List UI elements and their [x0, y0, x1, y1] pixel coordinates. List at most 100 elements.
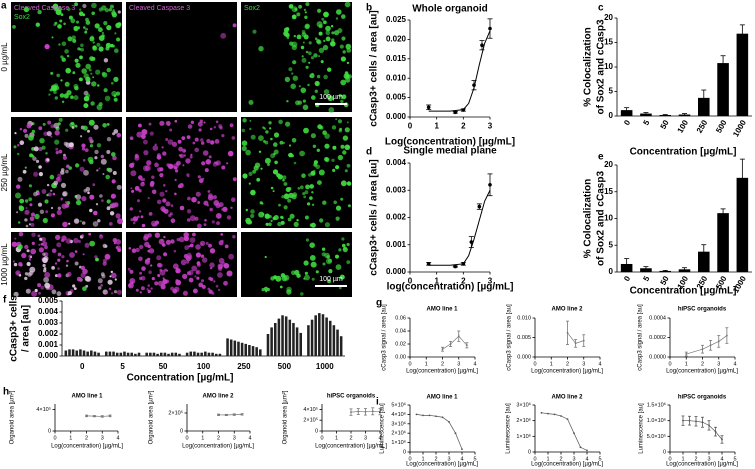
y-tick-label: 0.000 [386, 267, 407, 276]
chart-title: AMO line 1 [426, 307, 458, 313]
y-tick-label: 0.001 [386, 240, 407, 249]
cell [91, 11, 95, 16]
cell [303, 34, 309, 40]
x-tick-label: 4 [378, 435, 381, 441]
cell [302, 192, 306, 196]
cell [98, 27, 103, 33]
cell [62, 221, 68, 228]
x-tick-label: 50 [159, 362, 168, 371]
cell [308, 41, 312, 45]
cell [296, 219, 299, 222]
y-tick-label: 0.010 [517, 315, 531, 321]
bar [698, 97, 710, 116]
cell [80, 135, 83, 138]
cell [46, 131, 52, 137]
cell [99, 194, 103, 198]
cell [280, 220, 285, 225]
x-tick-label: 5 [473, 456, 476, 462]
cell [50, 206, 54, 210]
cell [309, 196, 313, 200]
cell [57, 122, 61, 126]
chart-title: AMO line 2 [551, 307, 583, 313]
x-tick-label: 5 [598, 456, 601, 462]
cell [344, 169, 348, 173]
cell [96, 169, 99, 172]
cell [117, 248, 122, 253]
cell [197, 223, 202, 229]
cell [31, 290, 38, 297]
bar [698, 251, 710, 272]
cell [30, 222, 35, 227]
cell [47, 120, 52, 125]
cell [191, 265, 198, 272]
cell [82, 125, 88, 131]
y-tick-label: 0.020 [386, 35, 407, 44]
cell [241, 128, 246, 133]
row-label: 1000 µg/mL [0, 243, 9, 286]
cell [12, 260, 15, 263]
cell [86, 129, 90, 133]
cell [322, 262, 326, 266]
cell [174, 178, 177, 181]
cell [270, 137, 273, 141]
scale-bar-label: 100 µm [319, 276, 343, 283]
y-axis-label: of Sox2 and cCasp3 [596, 171, 607, 266]
cell [160, 284, 166, 290]
cell [340, 99, 344, 104]
x-axis-label: Log(concentration) [µg/mL] [531, 462, 603, 468]
bar [284, 316, 288, 356]
cell [111, 81, 114, 85]
cell [58, 117, 63, 122]
cell [147, 197, 150, 200]
bar [251, 346, 255, 356]
cell [280, 215, 284, 219]
cell [191, 196, 197, 203]
cell [37, 283, 42, 288]
cell [302, 41, 305, 44]
cell [106, 137, 112, 142]
cell [62, 191, 68, 197]
cell [204, 168, 209, 173]
cell [340, 180, 347, 187]
cell [331, 38, 335, 42]
cell [156, 199, 162, 205]
cell [112, 132, 116, 136]
cell [75, 62, 81, 68]
cell [80, 272, 86, 278]
data-point [688, 419, 691, 422]
cell [71, 126, 75, 129]
cell [18, 205, 25, 212]
cell [81, 143, 86, 148]
x-tick-label: 100 [676, 118, 691, 135]
x-tick-label: 5 [641, 274, 651, 283]
data-point [472, 83, 476, 87]
cell [54, 130, 60, 136]
x-tick-label: 4 [733, 361, 736, 367]
cell [65, 142, 71, 148]
cell [226, 215, 232, 220]
x-tick-label: 1 [546, 456, 549, 462]
cell [170, 204, 174, 208]
cell [297, 187, 301, 190]
y-axis-label: cCasp3+ cells / area [au] [369, 159, 380, 275]
cell [346, 242, 350, 247]
cell [73, 218, 80, 224]
cell [318, 24, 323, 29]
cell [310, 56, 315, 60]
cell [165, 239, 171, 245]
cell [154, 162, 159, 168]
cell [284, 32, 290, 38]
y-tick-label: 0 [528, 449, 531, 455]
cell [258, 46, 264, 52]
cell [167, 139, 174, 145]
cell [167, 163, 174, 170]
cell [311, 95, 316, 100]
data-point [241, 413, 244, 416]
x-tick-label: 0 [622, 118, 632, 127]
cell [335, 165, 340, 170]
data-point [426, 262, 431, 266]
x-tick-label: 1 [685, 361, 688, 367]
x-tick-label: 2 [349, 435, 352, 441]
cell [106, 206, 111, 211]
cell [106, 25, 112, 31]
